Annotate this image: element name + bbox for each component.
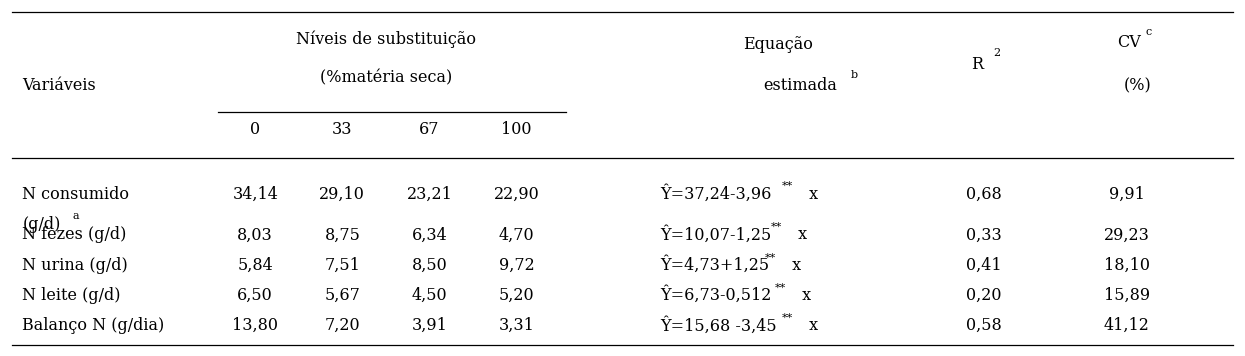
Text: 67: 67 [420,121,439,138]
Text: (%matéria seca): (%matéria seca) [320,70,452,87]
Text: c: c [1145,27,1152,37]
Text: 9,72: 9,72 [499,257,534,274]
Text: 7,20: 7,20 [325,317,360,334]
Text: Ŷ=15,68 -3,45: Ŷ=15,68 -3,45 [660,317,777,335]
Text: 22,90: 22,90 [494,185,539,203]
Text: 8,03: 8,03 [238,226,273,244]
Text: 0,20: 0,20 [966,287,1001,304]
Text: 7,51: 7,51 [325,257,360,274]
Text: 5,84: 5,84 [238,257,273,274]
Text: 3,31: 3,31 [499,317,534,334]
Text: **: ** [771,222,782,232]
Text: 23,21: 23,21 [407,185,452,203]
Text: CV: CV [1117,34,1140,51]
Text: (%): (%) [1124,77,1152,94]
Text: R: R [971,56,984,73]
Text: Ŷ=37,24-3,96: Ŷ=37,24-3,96 [660,185,771,203]
Text: estimada: estimada [763,77,837,94]
Text: 34,14: 34,14 [233,185,278,203]
Text: 0: 0 [250,121,260,138]
Text: 29,10: 29,10 [320,185,365,203]
Text: 5,67: 5,67 [325,287,360,304]
Text: 33: 33 [332,121,352,138]
Text: x: x [804,185,818,203]
Text: 13,80: 13,80 [233,317,278,334]
Text: 9,91: 9,91 [1109,185,1144,203]
Text: x: x [793,226,807,244]
Text: **: ** [764,252,776,262]
Text: 2: 2 [994,48,1001,58]
Text: **: ** [782,313,793,323]
Text: 0,41: 0,41 [966,257,1001,274]
Text: N fezes (g/d): N fezes (g/d) [22,226,127,244]
Text: 0,58: 0,58 [966,317,1001,334]
Text: 100: 100 [502,121,532,138]
Text: N urina (g/d): N urina (g/d) [22,257,128,274]
Text: x: x [797,287,810,304]
Text: 0,68: 0,68 [966,185,1001,203]
Text: 41,12: 41,12 [1104,317,1149,334]
Text: Ŷ=4,73+1,25: Ŷ=4,73+1,25 [660,256,769,274]
Text: x: x [787,257,801,274]
Text: 0,33: 0,33 [966,226,1001,244]
Text: Balanço N (g/dia): Balanço N (g/dia) [22,317,164,334]
Text: 15,89: 15,89 [1103,287,1150,304]
Text: a: a [72,211,78,221]
Text: Variáveis: Variáveis [22,77,96,94]
Text: 8,50: 8,50 [412,257,447,274]
Text: **: ** [774,283,786,293]
Text: Ŷ=10,07-1,25: Ŷ=10,07-1,25 [660,226,771,244]
Text: Equação: Equação [743,36,813,53]
Text: 29,23: 29,23 [1104,226,1149,244]
Text: **: ** [782,181,793,191]
Text: x: x [804,317,818,334]
Text: N consumido: N consumido [22,185,129,203]
Text: 4,70: 4,70 [499,226,534,244]
Text: 6,50: 6,50 [238,287,273,304]
Text: Níveis de substituição: Níveis de substituição [296,30,476,48]
Text: 8,75: 8,75 [325,226,360,244]
Text: (g/d): (g/d) [22,216,61,233]
Text: N leite (g/d): N leite (g/d) [22,287,121,304]
Text: 5,20: 5,20 [499,287,534,304]
Text: b: b [850,70,858,80]
Text: 6,34: 6,34 [412,226,447,244]
Text: 4,50: 4,50 [412,287,447,304]
Text: 3,91: 3,91 [412,317,447,334]
Text: Ŷ=6,73-0,512: Ŷ=6,73-0,512 [660,287,771,304]
Text: 18,10: 18,10 [1104,257,1149,274]
